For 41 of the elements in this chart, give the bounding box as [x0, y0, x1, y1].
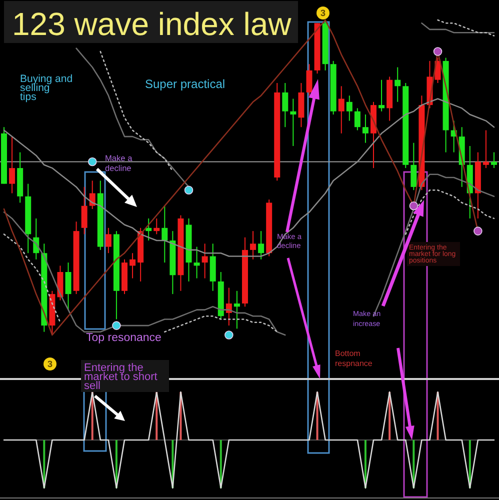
candlestick [65, 262, 72, 310]
candlestick [162, 205, 168, 264]
candlestick [234, 290, 240, 330]
candlestick [258, 230, 264, 260]
candlestick [410, 142, 417, 191]
candlestick [346, 95, 352, 122]
candlestick [491, 152, 497, 169]
candlestick [250, 230, 256, 260]
text: Bottom respnance [335, 349, 373, 368]
candlestick [81, 186, 88, 235]
point [224, 330, 234, 340]
candlestick [105, 227, 112, 254]
candlestick [306, 64, 312, 96]
candlestick [130, 252, 136, 279]
point [433, 47, 442, 56]
point [409, 201, 418, 210]
annotation: Top resonance [86, 332, 162, 344]
point [474, 226, 482, 236]
candlestick [194, 246, 200, 279]
candlestick [9, 136, 16, 194]
annotation: Make a decline [105, 153, 133, 173]
point [88, 157, 97, 166]
point [112, 321, 121, 330]
annotation: Super practical [145, 77, 226, 91]
annotation: Entering the market to short sell [84, 362, 158, 392]
candlestick [338, 86, 344, 134]
text: 3 [47, 359, 53, 370]
point [184, 186, 194, 194]
candlestick [282, 82, 288, 128]
candlestick [202, 243, 208, 279]
candlestick [378, 79, 385, 112]
candlestick [394, 66, 401, 102]
annotation: Buying and selling tips [20, 73, 73, 103]
chart-title: 123 wave index law [12, 6, 292, 42]
candlestick [154, 218, 160, 235]
candlestick [482, 130, 489, 169]
candlestick [362, 114, 368, 144]
candlestick [146, 218, 152, 241]
text: 3 [320, 8, 326, 18]
candlestick [290, 98, 296, 146]
candlestick [354, 108, 360, 131]
